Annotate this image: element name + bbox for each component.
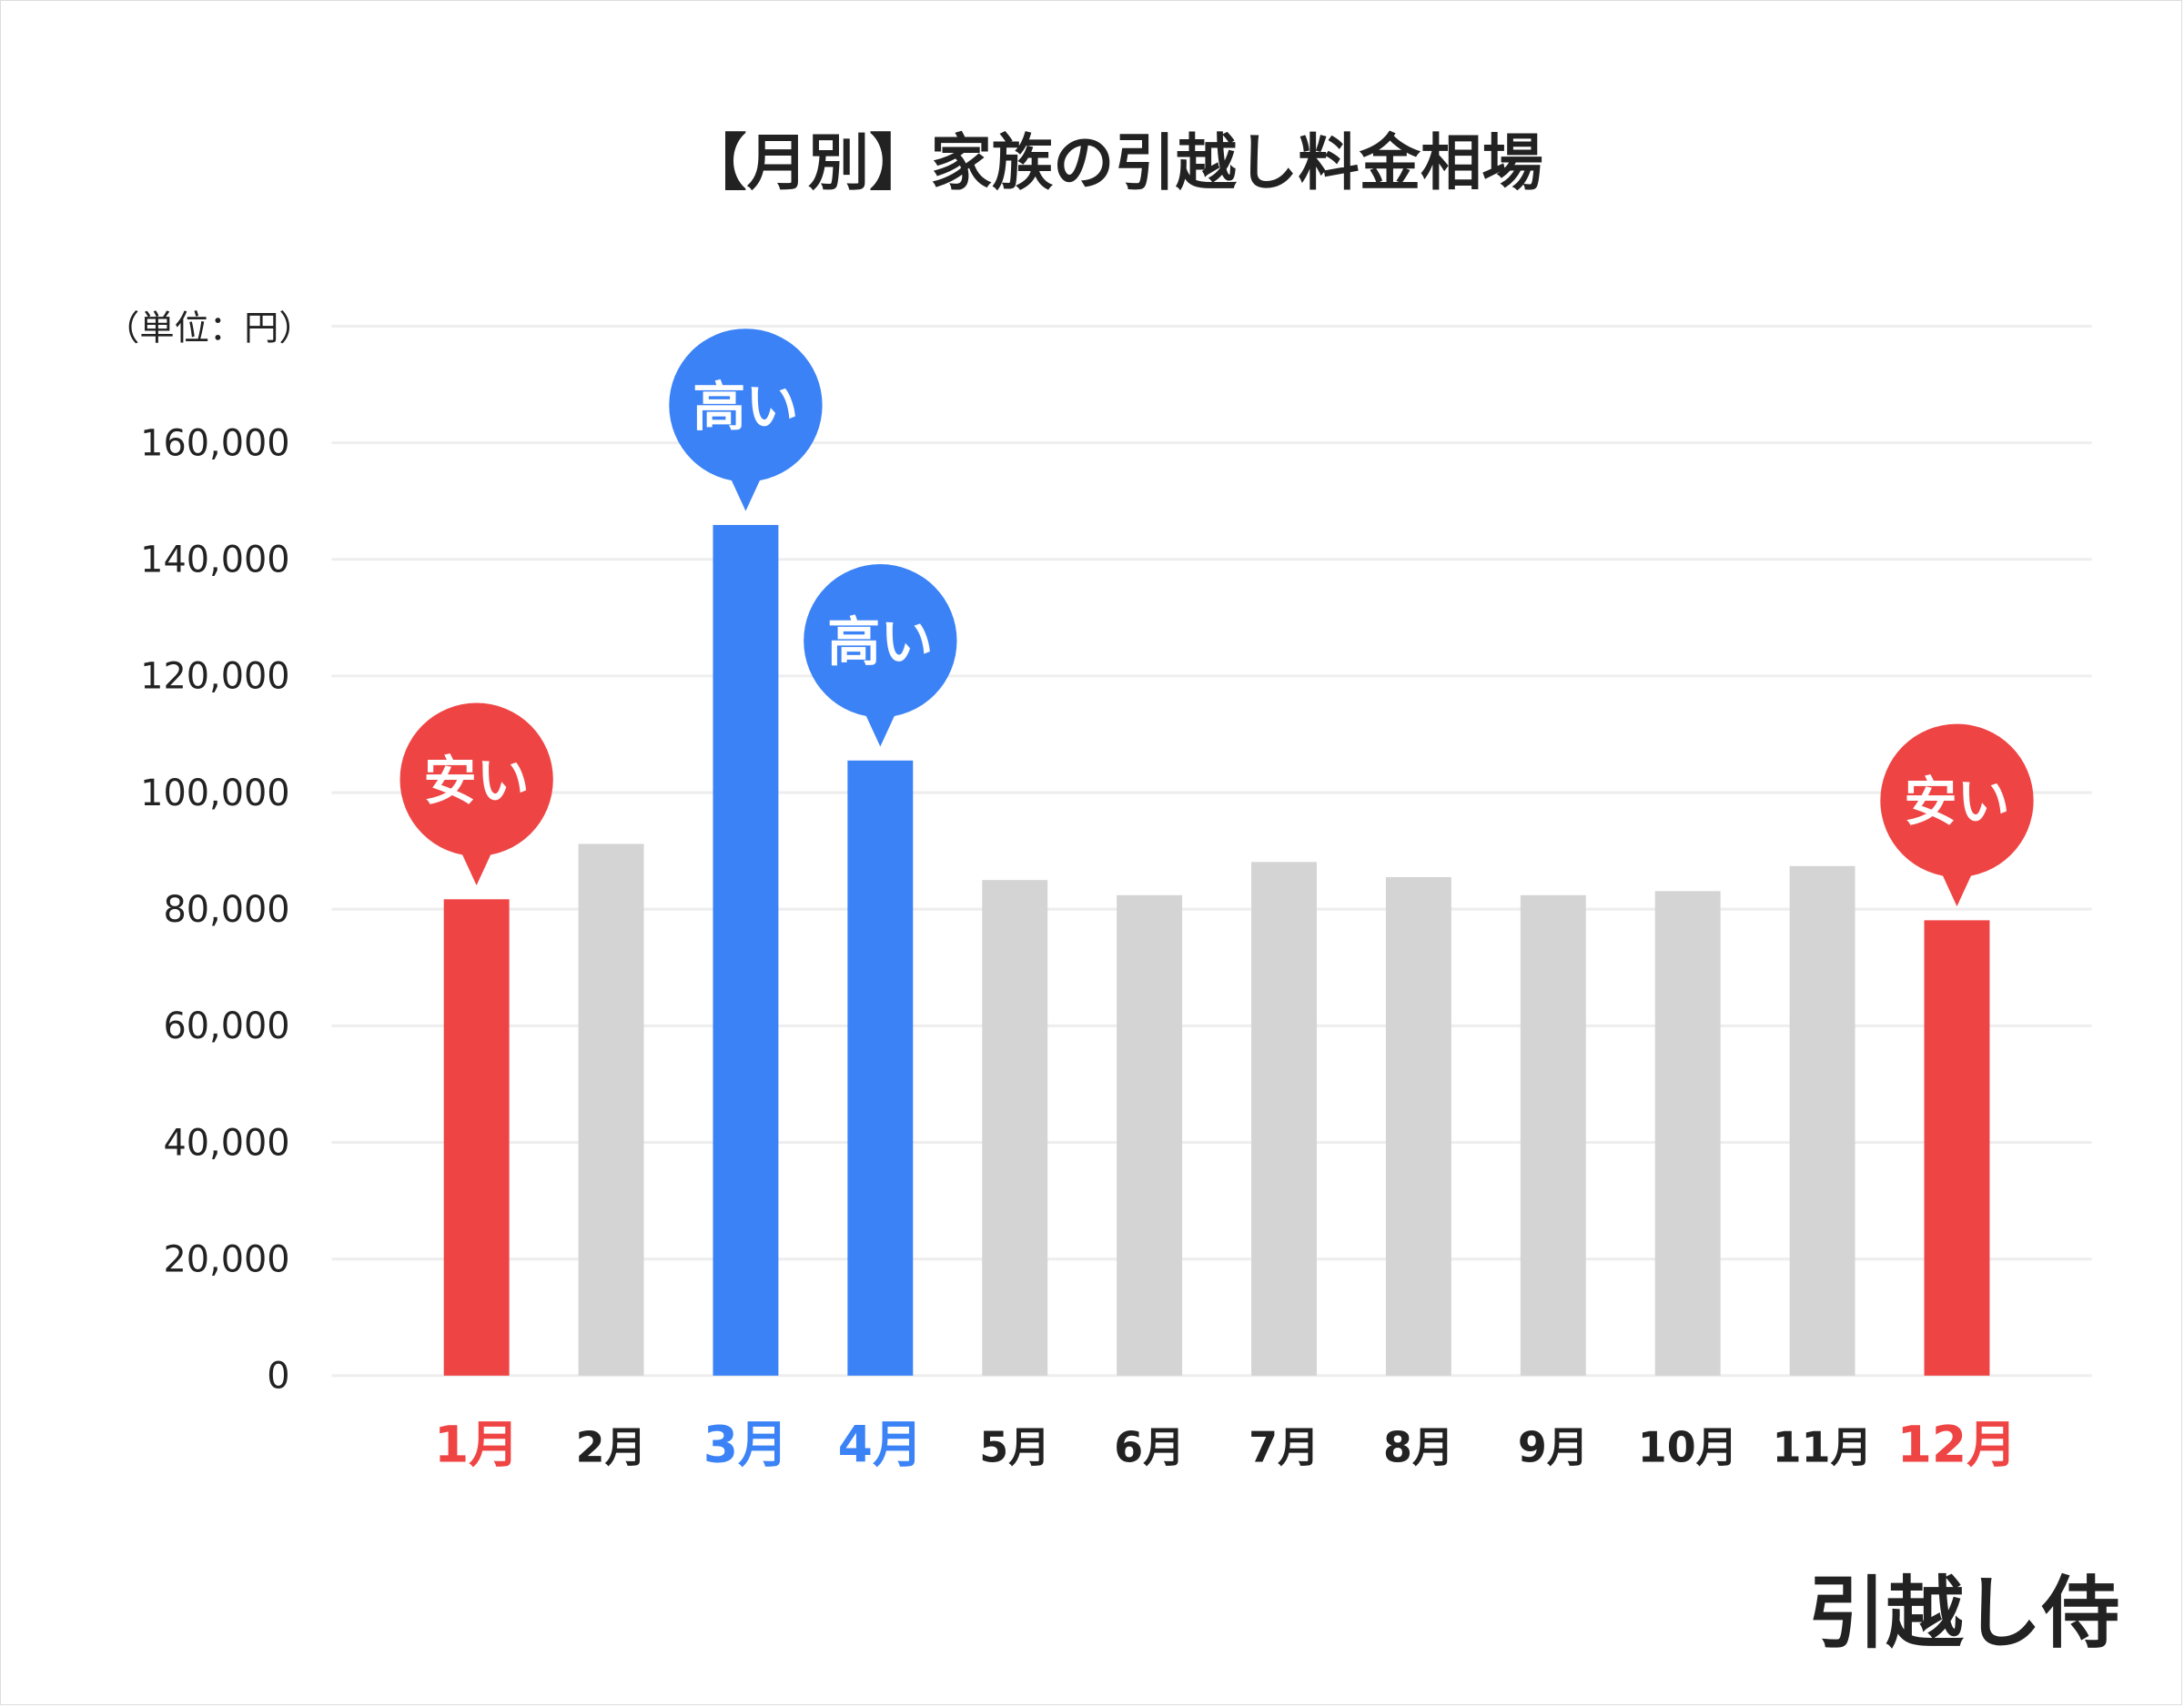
bar — [982, 880, 1048, 1376]
bar — [1924, 920, 1990, 1376]
y-tick-label: 140,000 — [140, 540, 289, 581]
y-tick-label: 20,000 — [163, 1238, 289, 1280]
x-tick-label: 5月 — [979, 1423, 1050, 1472]
chart-title: 【月別】家族の引越し料金相場 — [685, 127, 1542, 198]
bubble-circle — [669, 328, 823, 482]
bar — [578, 843, 644, 1376]
y-tick-label: 80,000 — [163, 889, 289, 931]
bubble-circle — [804, 564, 957, 718]
bar — [1520, 894, 1586, 1376]
x-tick-label: 6月 — [1114, 1423, 1185, 1472]
y-tick-label: 100,000 — [140, 773, 289, 814]
x-tick-label: 12月 — [1897, 1416, 2017, 1474]
x-tick-label: 9月 — [1518, 1423, 1589, 1472]
x-tick-label: 11月 — [1773, 1423, 1873, 1472]
y-tick-label: 0 — [267, 1356, 289, 1398]
annotation-bubble: 安い — [1880, 723, 2034, 907]
bubble-label: 高い — [693, 376, 798, 438]
x-tick-label: 7月 — [1249, 1423, 1320, 1472]
bar — [1789, 865, 1855, 1376]
bubble-label: 安い — [1904, 771, 2009, 833]
bar — [1251, 862, 1317, 1376]
brand-logo: 引越し侍 — [1808, 1569, 2120, 1660]
bar — [713, 524, 779, 1376]
bar — [1385, 876, 1451, 1376]
bubble-pointer — [863, 710, 897, 747]
x-tick-label: 2月 — [576, 1423, 647, 1472]
bubble-pointer — [729, 474, 763, 511]
y-tick-label: 60,000 — [163, 1005, 289, 1047]
bar — [443, 899, 510, 1376]
unit-label: （単位：円） — [105, 308, 313, 348]
x-tick-label: 10月 — [1638, 1423, 1738, 1472]
y-tick-label: 120,000 — [140, 656, 289, 698]
x-tick-label: 4月 — [838, 1416, 923, 1474]
annotation-bubble: 安い — [399, 702, 553, 886]
bar — [1117, 894, 1183, 1376]
bubble-pointer — [460, 849, 494, 886]
bubble-label: 高い — [827, 611, 933, 673]
y-tick-label: 40,000 — [163, 1122, 289, 1164]
bar — [847, 760, 914, 1376]
x-tick-label: 1月 — [434, 1416, 519, 1474]
bubble-pointer — [1940, 870, 1974, 907]
bar — [1654, 891, 1721, 1376]
bubble-label: 安い — [424, 750, 530, 812]
bubble-circle — [1880, 723, 2034, 877]
annotation-bubble: 高い — [804, 564, 957, 747]
annotation-bubble: 高い — [669, 328, 823, 511]
x-tick-label: 8月 — [1383, 1423, 1454, 1472]
x-tick-label: 3月 — [703, 1416, 788, 1474]
y-tick-label: 160,000 — [140, 422, 289, 464]
bubble-circle — [399, 702, 553, 856]
